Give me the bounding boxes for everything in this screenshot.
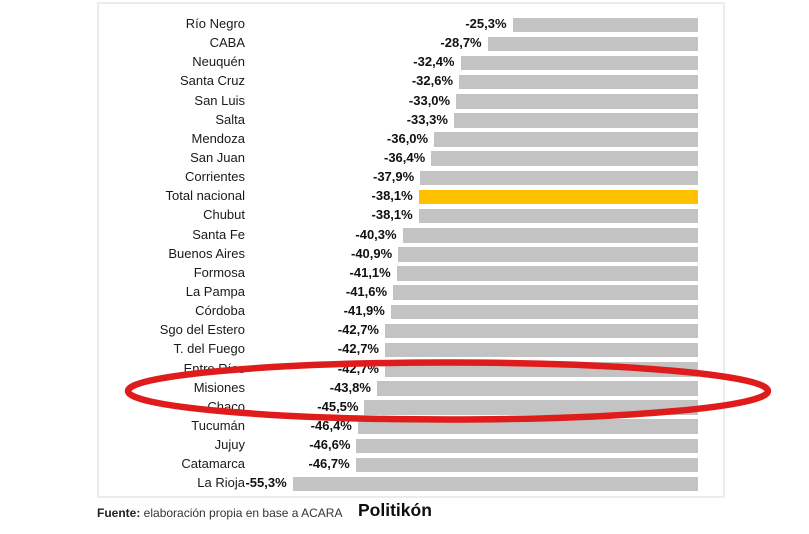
- bar: [434, 132, 698, 147]
- bar: [357, 419, 698, 434]
- bar: [456, 94, 698, 109]
- chart-plot-area: Río Negro -25,3% CABA -28,7% Neuquén -32,4% Sa…: [97, 2, 725, 498]
- category-label: Salta: [215, 111, 245, 127]
- category-label: San Luis: [194, 92, 245, 108]
- bar: [364, 400, 698, 415]
- category-label: Chaco: [207, 398, 245, 414]
- bar: [418, 208, 698, 224]
- bar: [453, 113, 698, 128]
- category-label: La Rioja: [197, 475, 245, 491]
- source-label: Fuente:: [97, 506, 141, 520]
- category-label: La Pampa: [185, 283, 245, 299]
- value-label: -42,7%: [337, 322, 379, 338]
- bar: [431, 151, 698, 166]
- category-label: Río Negro: [185, 16, 245, 31]
- bar: [512, 17, 698, 32]
- value-label: -43,8%: [329, 379, 371, 395]
- category-label: Catamarca: [181, 456, 245, 472]
- bar: [376, 381, 698, 396]
- value-label: -46,4%: [310, 417, 352, 433]
- source-note: Fuente: elaboración propia en base a ACA…: [97, 506, 342, 520]
- value-label: -40,3%: [355, 226, 397, 242]
- category-label: Córdoba: [195, 303, 245, 319]
- brand-watermark: Politikón: [358, 500, 432, 520]
- value-label: -25,3%: [465, 16, 507, 31]
- value-label: -46,6%: [309, 437, 351, 453]
- category-label: Chubut: [203, 207, 245, 223]
- value-label: -33,0%: [408, 92, 451, 108]
- bar: [459, 74, 698, 90]
- value-label: -42,7%: [337, 360, 379, 376]
- value-label: -33,3%: [406, 111, 448, 127]
- bar: [385, 362, 698, 377]
- bar: [390, 304, 698, 320]
- value-label: -45,5%: [317, 398, 359, 414]
- value-label: -38,1%: [371, 188, 413, 204]
- category-label: Santa Fe: [192, 226, 245, 242]
- category-label: CABA: [209, 35, 245, 51]
- category-label: Entre Ríos: [183, 360, 245, 376]
- category-label: Jujuy: [214, 437, 245, 453]
- category-label: T. del Fuego: [173, 341, 245, 357]
- bar: [355, 457, 698, 473]
- value-label: -28,7%: [440, 35, 482, 51]
- value-label: -40,9%: [350, 245, 393, 261]
- value-label: -32,6%: [411, 73, 454, 89]
- bar: [420, 170, 698, 186]
- category-label: Tucumán: [191, 417, 245, 433]
- value-label: -55,3%: [245, 475, 287, 491]
- bar: [385, 323, 698, 339]
- bar: [356, 438, 698, 454]
- bar: [487, 36, 698, 52]
- category-label: Formosa: [193, 264, 245, 280]
- category-label: San Juan: [190, 149, 245, 165]
- category-label: Neuquén: [192, 54, 245, 70]
- category-label: Buenos Aires: [168, 245, 245, 261]
- category-label: Corrientes: [185, 169, 245, 185]
- value-label: -36,4%: [383, 149, 426, 165]
- value-label: -38,1%: [371, 207, 413, 223]
- bar: [393, 285, 698, 300]
- value-label: -42,7%: [337, 341, 379, 357]
- source-text: elaboración propia en base a ACARA: [140, 506, 343, 520]
- value-label: -46,7%: [308, 456, 350, 472]
- value-label: -37,9%: [372, 169, 415, 185]
- category-label: Mendoza: [191, 130, 245, 146]
- value-label: -41,9%: [343, 303, 385, 319]
- bar: [398, 247, 698, 262]
- bar: [292, 476, 698, 492]
- category-label: Misiones: [193, 379, 245, 395]
- value-label: -41,6%: [345, 283, 388, 299]
- bar: [402, 228, 698, 243]
- bar: [460, 55, 698, 71]
- bar-highlighted: [418, 189, 698, 205]
- category-label: Total nacional: [165, 188, 246, 204]
- value-label: -36,0%: [386, 130, 429, 146]
- value-label: -41,1%: [349, 264, 391, 280]
- bar: [396, 266, 698, 281]
- value-label: -32,4%: [413, 54, 455, 70]
- category-label: Santa Cruz: [179, 73, 245, 89]
- category-label: Sgo del Estero: [159, 322, 245, 338]
- bar: [385, 342, 698, 358]
